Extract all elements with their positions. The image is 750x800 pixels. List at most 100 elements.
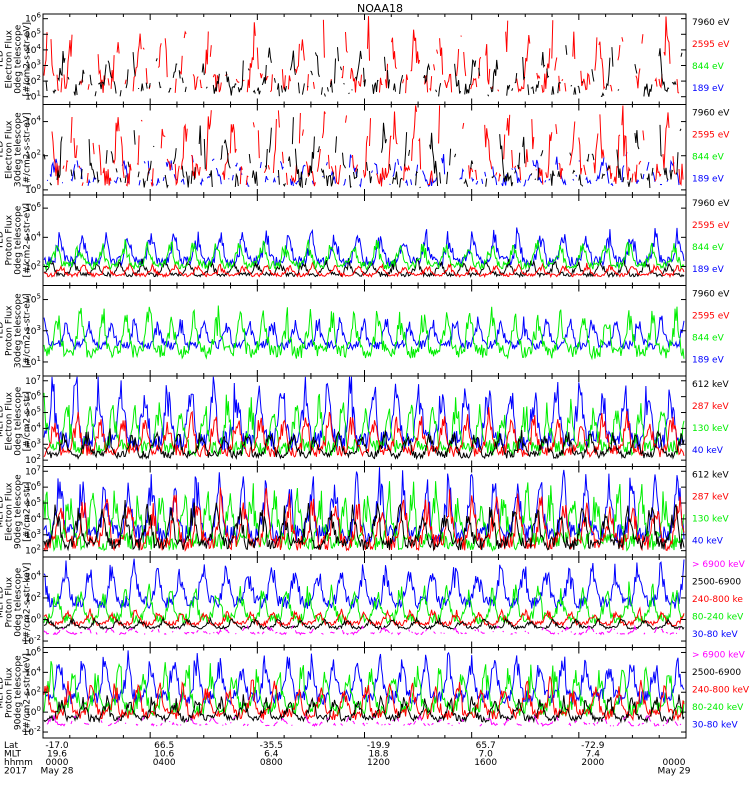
- ylabel-line: Proton Flux: [5, 576, 15, 627]
- axis-row-label-hhmm: hhmm: [4, 758, 33, 768]
- axis-lat-value: -72.9: [581, 741, 605, 751]
- panel-3-series-green: [43, 239, 685, 272]
- exponent: 6: [37, 201, 42, 209]
- axis-lat-value: 66.5: [154, 741, 174, 751]
- panel-6-series-black: [43, 499, 685, 552]
- panel-7-legend-black: 2500-6900: [692, 578, 741, 588]
- exponent: 3: [37, 324, 41, 332]
- ylabel-line: [#/cm2-s-str-keV]: [23, 653, 33, 732]
- panel-3-legend-red: 2595 eV: [692, 221, 730, 231]
- panel-1-legend-blue: 189 eV: [692, 84, 725, 94]
- axis-lat-value: -19.9: [367, 741, 391, 751]
- axis-mlt-value: 10.6: [154, 750, 174, 760]
- exponent: 2: [37, 685, 41, 693]
- panel-2-legend-blue: 189 eV: [692, 175, 725, 185]
- exponent: 0: [37, 612, 41, 620]
- panel-8-legend-blue: 30-80 keV: [692, 721, 738, 731]
- exponent: 3: [37, 58, 41, 66]
- ylabel-line: 0deg telescope: [14, 567, 24, 637]
- axis-lat-value: 65.7: [476, 741, 496, 751]
- axis-row-label-mlt: MLT: [4, 750, 22, 760]
- panel-7-legend-magenta: > 6900 keV: [692, 560, 746, 570]
- exponent: 2: [37, 260, 41, 268]
- panel-5-ylabel: MEPEDElectron Flux0deg telescope[#/cm2-s…: [0, 386, 33, 456]
- exponent: 0: [37, 183, 41, 191]
- axis-mlt-value: 18.8: [368, 750, 388, 760]
- axis-hhmm-value: 0800: [260, 758, 283, 768]
- ylabel-line: 30deg telescope: [14, 112, 24, 187]
- exponent: 4: [37, 115, 42, 123]
- exponent: 1: [37, 355, 41, 363]
- exponent: 3: [37, 528, 41, 536]
- axis-hhmm-value: 0400: [153, 758, 176, 768]
- ylabel-line: 0deg telescope: [14, 386, 24, 456]
- ylabel-line: [#/cm2-s-str-eV]: [23, 293, 33, 368]
- panel-6-ytick-label: 107: [25, 464, 41, 477]
- panel-6-legend-black: 612 keV: [692, 471, 729, 481]
- axis-hhmm-value: 1200: [367, 758, 390, 768]
- exponent: 4: [37, 230, 42, 238]
- panel-8-series-black: [43, 694, 685, 724]
- exponent: -2: [34, 634, 41, 642]
- exponent: 7: [37, 374, 41, 382]
- panel-8-series-green: [43, 661, 685, 718]
- panel-3-series-black: [43, 257, 685, 279]
- ylabel-line: 0deg telescope: [14, 24, 24, 94]
- panel-2-series-black: [44, 117, 684, 188]
- ylabel-line: Electron Flux: [5, 120, 15, 179]
- panel-5-series-black: [43, 428, 685, 461]
- exponent: -2: [34, 725, 41, 733]
- exponent: 2: [37, 149, 41, 157]
- exponent: 6: [37, 480, 42, 488]
- panel-1-ylabel: TEDElectron Flux0deg telescope[#/cm2-s-s…: [0, 22, 33, 97]
- panel-3-series-blue: [43, 227, 685, 268]
- exponent: 6: [37, 390, 42, 398]
- panel-8-legend-red: 240-800 keV: [692, 686, 750, 696]
- exponent: 4: [37, 421, 42, 429]
- panel-1-legend-red: 2595 eV: [692, 40, 730, 50]
- panel-7-legend-green: 80-240 keV: [692, 613, 744, 623]
- ylabel-line: MEPED: [0, 496, 6, 528]
- panel-4-ylabel: TEDProton Flux30deg telescope[#/cm2-s-st…: [0, 293, 33, 368]
- ylabel-line: [#/cm2-s-str]: [23, 391, 33, 451]
- panel-4-legend-red: 2595 eV: [692, 312, 730, 322]
- ylabel-line: Electron Flux: [5, 482, 15, 541]
- panel-4-series-green: [43, 305, 685, 361]
- ylabel-line: [#/cm2-s-str-keV]: [23, 563, 33, 642]
- exponent: 5: [37, 406, 41, 414]
- ylabel-line: Electron Flux: [5, 391, 15, 450]
- exponent: 2: [37, 453, 41, 461]
- panel-5-series-red: [43, 406, 685, 458]
- panel-7-series-blue: [43, 558, 685, 611]
- axis-date-value: May 29: [658, 767, 691, 777]
- ylabel-line: 90deg telescope: [14, 655, 24, 730]
- panel-3-legend-black: 7960 eV: [692, 199, 730, 209]
- exponent: 5: [37, 27, 41, 35]
- ylabel-line: TED: [0, 50, 6, 69]
- ylabel-line: Proton Flux: [5, 214, 15, 265]
- ylabel-line: MEPED: [0, 677, 6, 709]
- axis-row-label-lat: Lat: [4, 741, 19, 751]
- panel-7-legend-blue: 30-80 keV: [692, 630, 738, 640]
- exponent: 7: [37, 464, 41, 472]
- axis-lat-value: -35.5: [260, 741, 283, 751]
- panel-8-legend-magenta: > 6900 keV: [692, 651, 746, 661]
- panel-5-legend-red: 287 keV: [692, 402, 729, 412]
- ylabel-line: [#/cm2-s-str-eV]: [23, 203, 33, 278]
- panel-2-legend-red: 2595 eV: [692, 131, 730, 141]
- axis-hhmm-value: 0000: [46, 758, 69, 768]
- panel-6-ytick-label: 102: [25, 544, 41, 557]
- axis-mlt-value: 6.4: [264, 750, 279, 760]
- panel-5-ytick-label: 107: [25, 374, 41, 387]
- axis-row-label-2017: 2017: [4, 767, 27, 777]
- panel-3-series-red: [43, 261, 685, 279]
- exponent: 3: [37, 437, 41, 445]
- panel-4-legend-black: 7960 eV: [692, 290, 730, 300]
- panel-1-series-black: [46, 45, 684, 96]
